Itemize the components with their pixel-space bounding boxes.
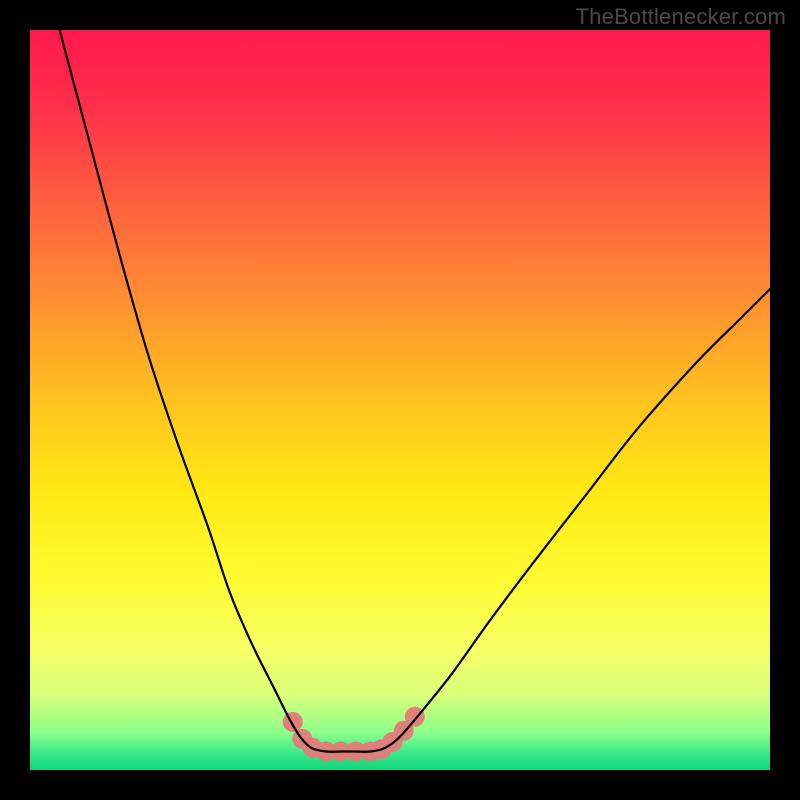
watermark-text: TheBottlenecker.com [576, 4, 786, 30]
marker-dot [283, 712, 303, 732]
bottleneck-curve [60, 30, 770, 752]
plot-area [30, 30, 770, 770]
chart-frame: TheBottlenecker.com [0, 0, 800, 800]
curve-layer [30, 30, 770, 770]
